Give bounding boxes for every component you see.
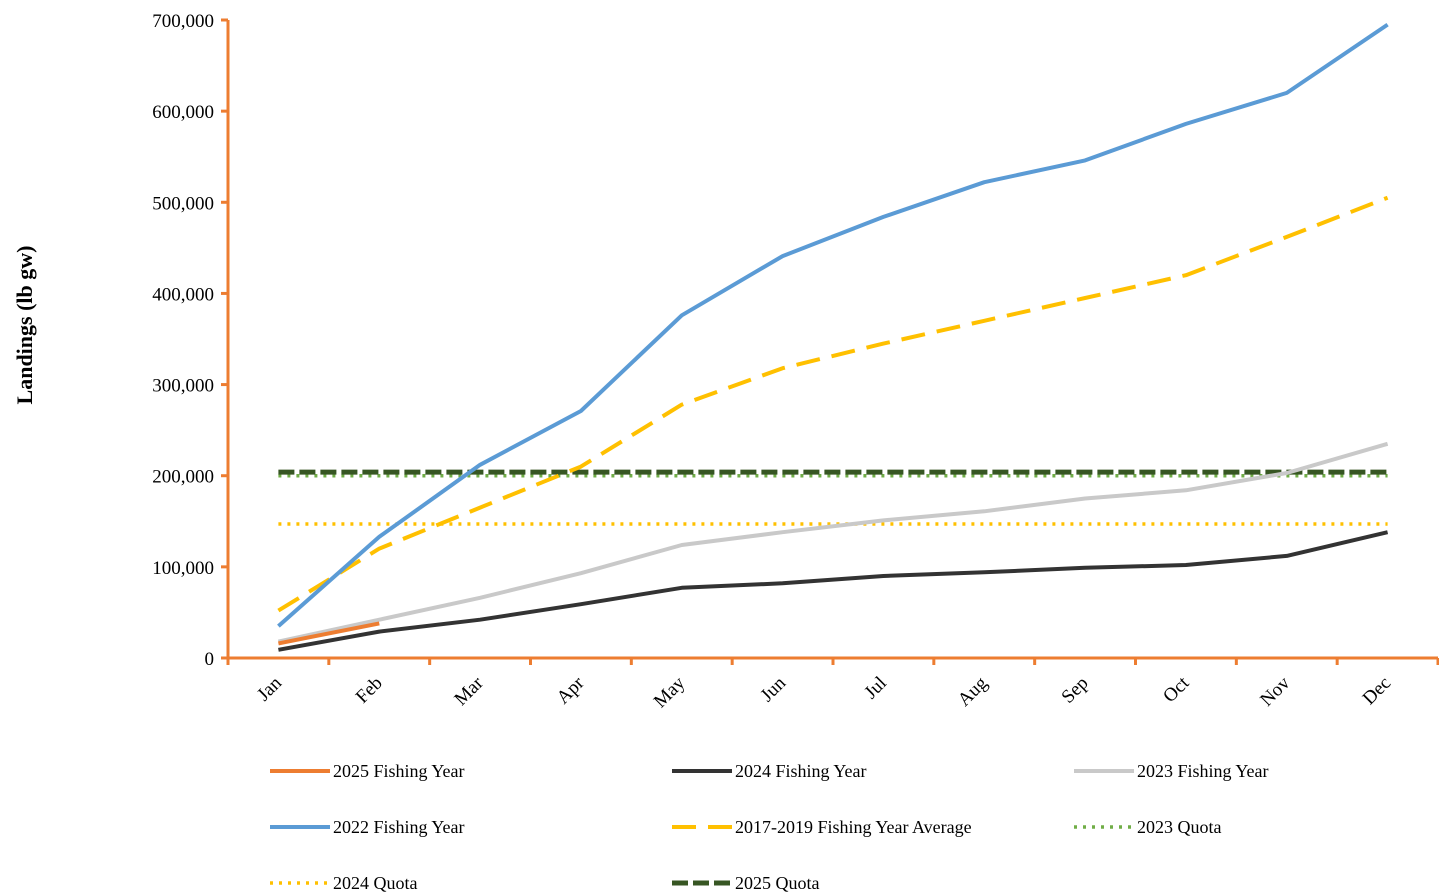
legend-label: 2025 Fishing Year <box>333 761 465 781</box>
y-tick-label: 700,000 <box>152 11 214 32</box>
legend-label: 2024 Fishing Year <box>735 761 867 781</box>
series-line-2017-2019-fishing-year-average <box>277 195 1389 613</box>
legend-label: 2023 Quota <box>1137 817 1222 837</box>
y-tick-label: 100,000 <box>152 558 214 579</box>
x-tick-label: Jun <box>757 672 791 706</box>
y-tick-label: 0 <box>205 649 215 670</box>
y-tick-label: 400,000 <box>152 284 214 305</box>
x-tick-label: Aug <box>954 672 992 710</box>
legend-label: 2023 Fishing Year <box>1137 761 1269 781</box>
series-line-2023-fishing-year <box>277 441 1389 644</box>
y-tick-label: 600,000 <box>152 102 214 123</box>
x-tick-label: Nov <box>1256 672 1294 710</box>
legend: 2025 Fishing Year 2024 Fishing Year 2023 F… <box>270 761 1269 893</box>
x-tick-label: Jan <box>253 672 286 705</box>
x-tick-label: Sep <box>1058 673 1093 708</box>
series-line-2022-fishing-year <box>277 22 1389 628</box>
x-tick-label: Dec <box>1359 673 1395 709</box>
plot-area <box>277 22 1389 652</box>
x-tick-label: Mar <box>450 672 488 710</box>
legend-label: 2025 Quota <box>735 873 820 893</box>
x-tick-label: Feb <box>352 673 387 708</box>
legend-label: 2017-2019 Fishing Year Average <box>735 817 972 837</box>
legend-label: 2022 Fishing Year <box>333 817 465 837</box>
series-line-2024-fishing-year <box>278 530 1389 652</box>
x-tick-label: Oct <box>1159 672 1194 707</box>
x-tick-label: Apr <box>553 672 589 708</box>
y-tick-label: 500,000 <box>152 193 214 214</box>
series-line-2025-fishing-year <box>278 621 380 646</box>
y-tick-label: 200,000 <box>152 467 214 488</box>
y-axis-label: Landings (lb gw) <box>12 246 37 405</box>
x-tick-label: May <box>650 672 690 712</box>
y-tick-label: 300,000 <box>152 376 214 397</box>
x-tick-label: Jul <box>860 673 891 704</box>
legend-label: 2024 Quota <box>333 873 418 893</box>
axes: 0 100,000 200,000 300,000 400,000 500,000 600,… <box>152 11 1439 712</box>
